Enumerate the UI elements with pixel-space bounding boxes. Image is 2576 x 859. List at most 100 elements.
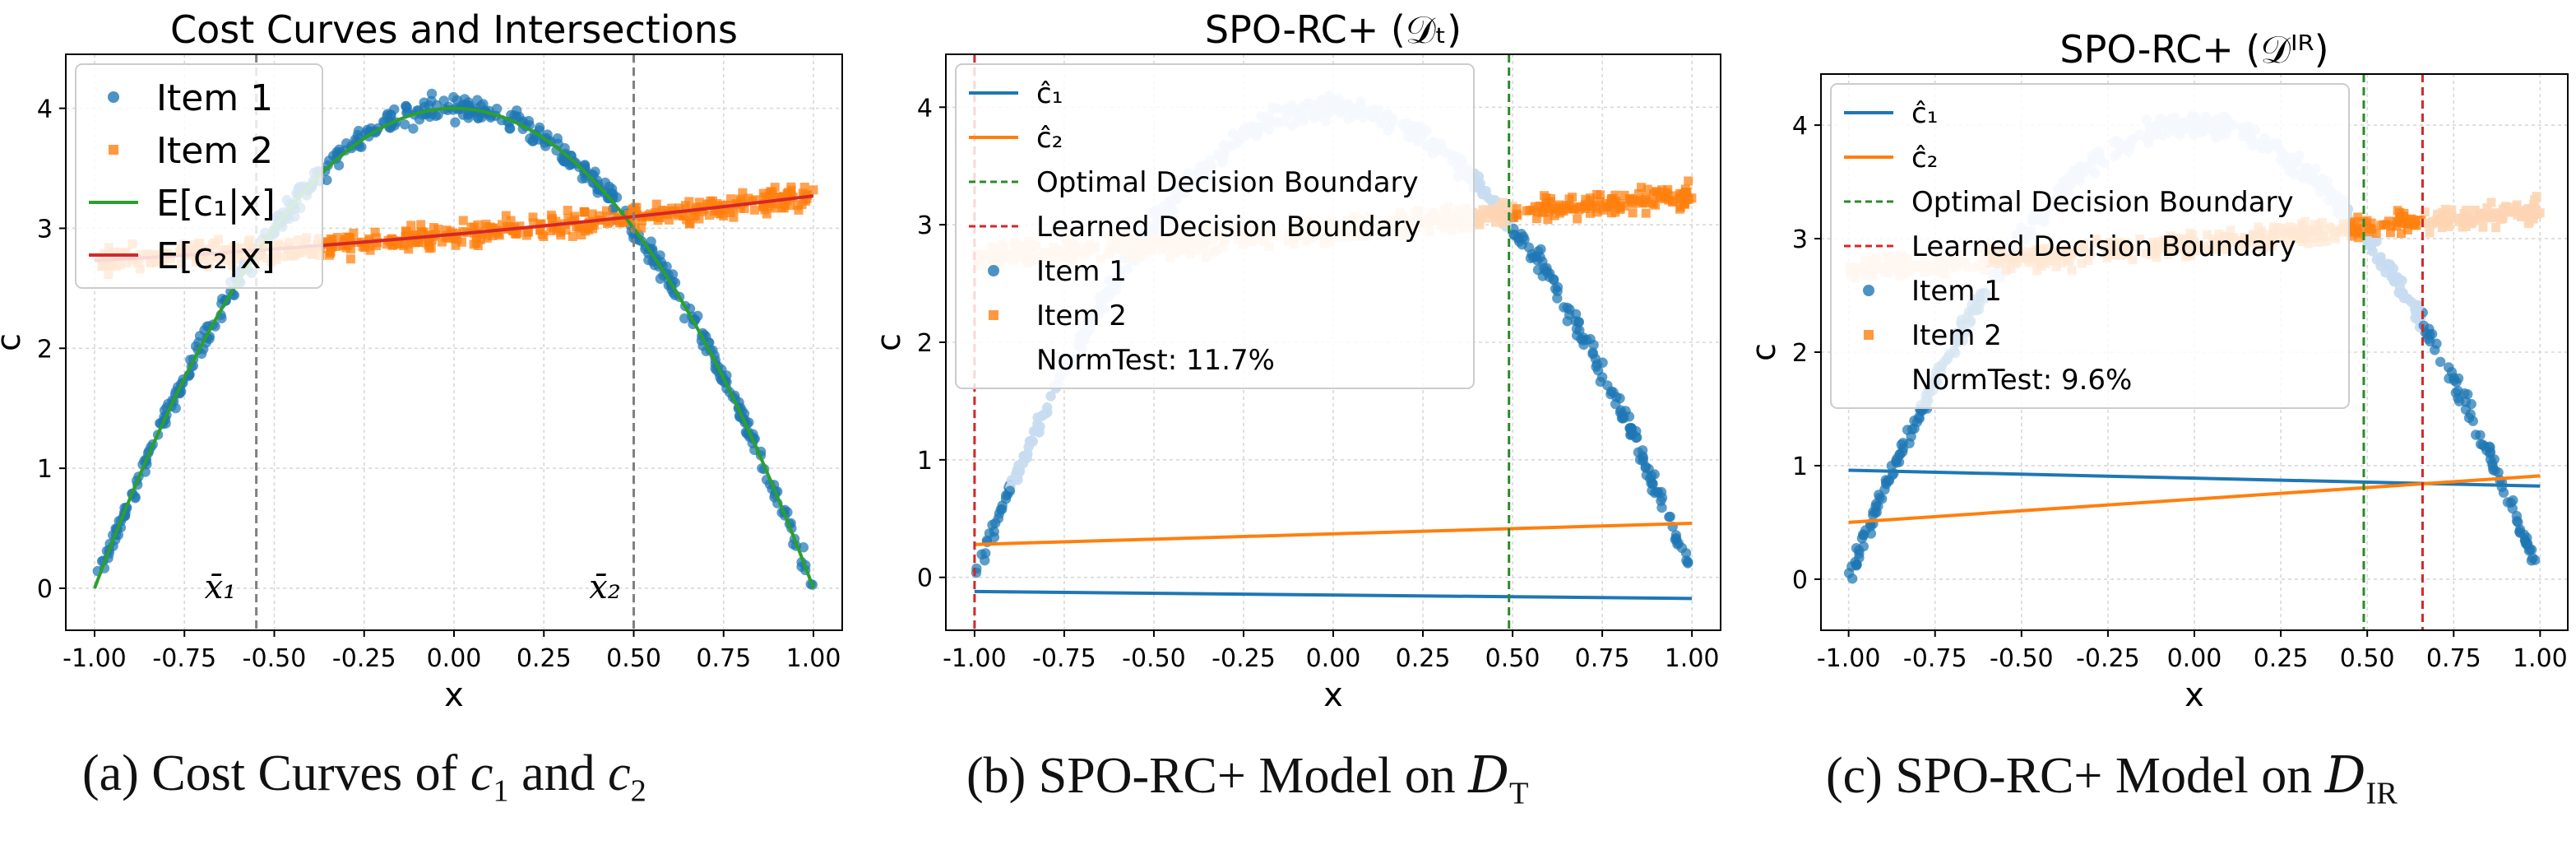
figure-canvas: -1.00 -0.75 -0.50 -0.25 0.00 0.25 0.50 0.75 1.00… — [0, 7, 2569, 708]
scatter-point-item2 — [744, 193, 753, 203]
scatter-point-item1 — [1472, 179, 1484, 190]
scatter-point-item1 — [1637, 445, 1648, 456]
scatter-point-item2 — [1637, 183, 1646, 193]
x-tick-label: -0.25 — [1212, 644, 1276, 673]
scatter-point-item2 — [2426, 219, 2436, 229]
y-tick-label: 0 — [917, 564, 933, 593]
legend-marker-circle — [1863, 285, 1874, 296]
y-tick-label: 4 — [917, 94, 933, 123]
scatter-point-item2 — [372, 241, 382, 250]
scatter-point-item2 — [738, 188, 748, 197]
chart-panel-3: -1.00 -0.75 -0.50 -0.25 0.00 0.25 0.50 0.75 1.00… — [1745, 27, 2569, 708]
legend-label: Learned Decision Boundary — [1036, 211, 1421, 244]
legend-marker-square — [989, 310, 998, 320]
scatter-point-item2 — [370, 227, 380, 237]
scatter-point-item1 — [2444, 362, 2454, 373]
scatter-point-item1 — [1616, 412, 1628, 424]
scatter-point-item2 — [2523, 219, 2533, 229]
scatter-point-item2 — [736, 197, 746, 206]
scatter-point-item1 — [2375, 261, 2386, 272]
scatter-point-item2 — [1675, 204, 1684, 214]
scatter-point-item2 — [735, 203, 745, 213]
x-tick-label: 0.50 — [606, 644, 661, 673]
scatter-point-item2 — [708, 196, 717, 206]
scatter-point-item2 — [2414, 216, 2424, 225]
scatter-point-item2 — [481, 220, 491, 229]
scatter-point-item2 — [345, 254, 355, 264]
scatter-point-item2 — [406, 221, 416, 230]
scatter-point-item2 — [344, 232, 354, 242]
scatter-point-item2 — [399, 241, 409, 251]
scatter-point-item2 — [349, 228, 359, 238]
scatter-point-item2 — [1606, 208, 1616, 218]
scatter-point-item1 — [322, 174, 332, 186]
scatter-point-item2 — [2447, 211, 2457, 221]
scatter-point-item2 — [2461, 214, 2471, 224]
x-tick-label: -0.50 — [1990, 644, 2054, 673]
scatter-point-item2 — [2485, 211, 2495, 221]
x-axis-label: x — [444, 676, 464, 708]
scatter-point-item1 — [1653, 487, 1664, 498]
scatter-point-item2 — [2393, 206, 2402, 216]
scatter-point-item1 — [2430, 345, 2440, 355]
scatter-point-item2 — [2504, 207, 2514, 216]
scatter-point-item2 — [1633, 188, 1643, 198]
scatter-point-item2 — [1619, 190, 1629, 200]
scatter-point-item1 — [1032, 426, 1044, 437]
scatter-point-item2 — [1682, 187, 1692, 197]
scatter-point-item2 — [451, 240, 461, 250]
scatter-point-item2 — [2359, 223, 2369, 233]
scatter-point-item1 — [2435, 356, 2446, 367]
y-tick-label: 1 — [37, 455, 53, 484]
scatter-point-item2 — [1554, 202, 1564, 211]
scatter-point-item2 — [372, 233, 382, 243]
scatter-point-item2 — [404, 244, 414, 254]
scatter-point-item1 — [2513, 517, 2523, 527]
scatter-point-item2 — [783, 188, 793, 198]
scatter-point-item2 — [2531, 210, 2541, 219]
scatter-point-item2 — [758, 201, 768, 211]
scatter-point-item1 — [1516, 229, 1527, 239]
x-tick-label: 0.00 — [427, 644, 482, 673]
scatter-point-item2 — [682, 215, 692, 225]
scatter-point-item1 — [1680, 548, 1692, 559]
scatter-point-item2 — [705, 211, 715, 221]
scatter-point-item2 — [2421, 219, 2430, 228]
scatter-point-item2 — [729, 212, 739, 222]
scatter-point-item2 — [587, 209, 597, 219]
scatter-point-item2 — [466, 222, 476, 232]
scatter-point-item1 — [1664, 512, 1675, 522]
scatter-point-item2 — [506, 216, 516, 225]
scatter-point-item2 — [584, 225, 594, 234]
x-tick-label: -1.00 — [1817, 644, 1881, 673]
scatter-point-item2 — [417, 228, 427, 238]
scatter-point-item2 — [2438, 216, 2448, 225]
scatter-point-item1 — [990, 518, 1001, 528]
scatter-point-item2 — [1662, 188, 1672, 198]
scatter-point-item2 — [2387, 221, 2397, 231]
line-series — [1848, 474, 2541, 524]
scatter-point-item2 — [512, 229, 521, 239]
scatter-point-item1 — [1902, 425, 1913, 435]
legend-label: Item 1 — [156, 77, 273, 119]
scatter-point-item2 — [680, 204, 690, 214]
scatter-point-item1 — [1000, 494, 1012, 504]
caption-a: (a) Cost Curves of c1 and c2 — [82, 745, 646, 809]
scatter-point-item2 — [401, 231, 411, 241]
scatter-point-item2 — [1544, 207, 1554, 217]
scatter-point-item1 — [1017, 457, 1029, 469]
annotation-label: x̄₁ — [205, 569, 237, 606]
scatter-point-item1 — [491, 104, 503, 114]
x-tick-label: 1.00 — [1665, 644, 1720, 673]
scatter-point-item2 — [697, 207, 707, 216]
y-tick-label: 3 — [917, 211, 933, 240]
scatter-point-item2 — [498, 220, 507, 230]
scatter-point-item2 — [1531, 214, 1541, 224]
scatter-point-item2 — [2459, 208, 2469, 218]
scatter-point-item2 — [726, 194, 735, 204]
scatter-point-item2 — [2349, 221, 2359, 231]
legend-label: ĉ₂ — [1036, 122, 1063, 155]
scatter-point-item1 — [2371, 236, 2382, 247]
scatter-point-item1 — [1638, 453, 1649, 464]
scatter-point-item2 — [1652, 187, 1661, 197]
